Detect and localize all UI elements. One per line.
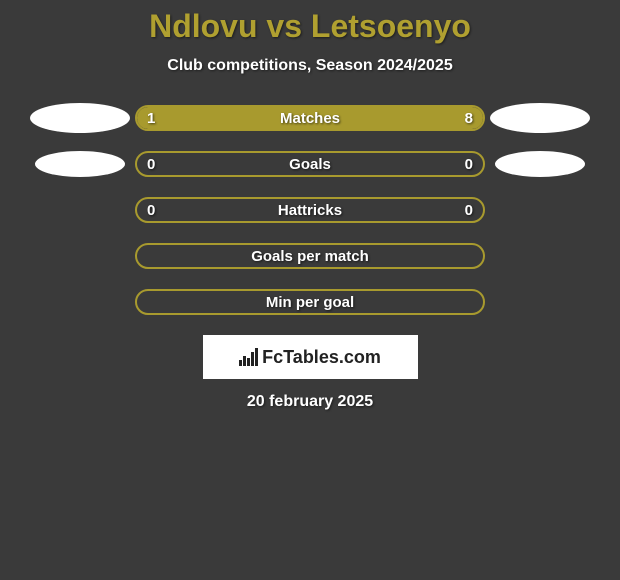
page-title: Ndlovu vs Letsoenyo (0, 8, 620, 45)
stat-bar: 00Goals (135, 151, 485, 177)
logo-box[interactable]: FcTables.com (203, 335, 418, 379)
stat-row: 00Goals (0, 151, 620, 177)
player-avatar-placeholder (490, 103, 590, 133)
stat-bar: 00Hattricks (135, 197, 485, 223)
stat-row: 18Matches (0, 105, 620, 131)
logo: FcTables.com (239, 347, 381, 368)
player-avatar-placeholder (35, 151, 125, 177)
stat-bar: Min per goal (135, 289, 485, 315)
stat-label: Min per goal (137, 294, 483, 311)
avatar-right-slot (485, 103, 595, 133)
stat-label: Matches (137, 110, 483, 127)
subtitle: Club competitions, Season 2024/2025 (0, 57, 620, 75)
stat-bar: Goals per match (135, 243, 485, 269)
stat-label: Hattricks (137, 202, 483, 219)
stat-label: Goals per match (137, 248, 483, 265)
avatar-left-slot (25, 151, 135, 177)
stat-label: Goals (137, 156, 483, 173)
logo-label: FcTables.com (262, 347, 381, 368)
chart-icon (239, 348, 258, 366)
stats-list: 18Matches 00Goals 00Hattricks Goals per mat… (0, 105, 620, 315)
stat-row: Min per goal (0, 289, 620, 315)
player-avatar-placeholder (495, 151, 585, 177)
stat-row: Goals per match (0, 243, 620, 269)
stat-bar: 18Matches (135, 105, 485, 131)
stat-row: 00Hattricks (0, 197, 620, 223)
comparison-widget: Ndlovu vs Letsoenyo Club competitions, S… (0, 0, 620, 411)
avatar-right-slot (485, 151, 595, 177)
date-text: 20 february 2025 (0, 393, 620, 411)
player-avatar-placeholder (30, 103, 130, 133)
avatar-left-slot (25, 103, 135, 133)
